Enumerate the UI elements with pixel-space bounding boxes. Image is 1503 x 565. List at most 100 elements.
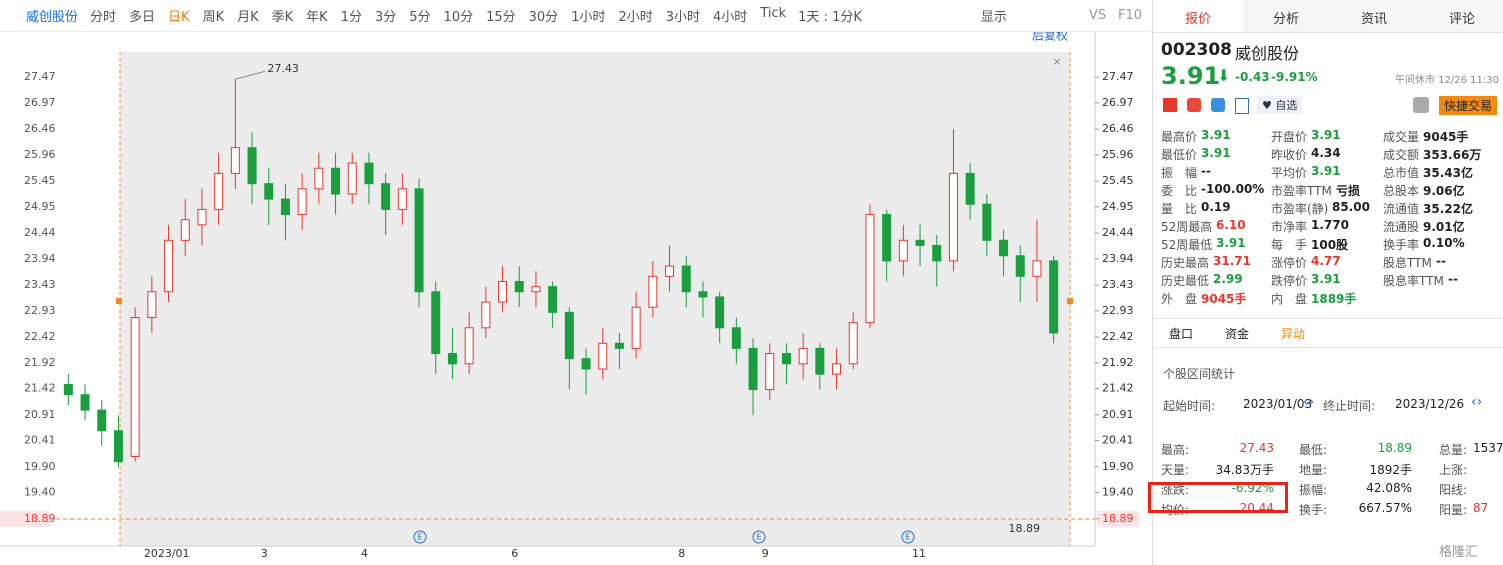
y-tick-label: 24.44 xyxy=(1102,226,1134,239)
quote-label: 总市值 xyxy=(1383,166,1420,180)
x-tick-label: 6 xyxy=(511,547,518,560)
period[interactable]: 5分 xyxy=(409,10,431,25)
candle-body xyxy=(748,347,758,391)
start[interactable]: 2023/01/03 xyxy=(1243,397,1313,411)
quote-panel: 报价 分析 资讯 评论 002308 威创股份 3.91 ⬇ -0.43 -9.… xyxy=(1148,0,1503,565)
tab[interactable]: 评论 xyxy=(1449,12,1476,27)
candle-body xyxy=(631,306,641,349)
period[interactable]: 3分 xyxy=(374,10,397,25)
selection xyxy=(120,52,1070,546)
handle xyxy=(1067,298,1073,304)
icon[interactable] xyxy=(1187,98,1201,112)
candle-body xyxy=(781,353,791,365)
quote-label: 内 盘 xyxy=(1271,292,1308,306)
tab[interactable]: 资讯 xyxy=(1361,12,1388,27)
quote-label: 平均价 xyxy=(1271,166,1308,180)
arrow: ⬇ xyxy=(1217,66,1231,85)
stock-name[interactable]: 威创股份 xyxy=(26,10,79,25)
quote-value: 100股 xyxy=(1311,238,1349,252)
icon[interactable] xyxy=(1235,98,1249,114)
candle-body xyxy=(514,280,524,293)
period[interactable]: Tick xyxy=(760,6,787,21)
period[interactable]: 季K xyxy=(271,10,294,25)
subtab[interactable]: 异动 xyxy=(1281,327,1306,341)
quote-value: -100.00% xyxy=(1201,182,1265,196)
f10[interactable]: F10 xyxy=(1117,8,1142,23)
tab[interactable]: 报价 xyxy=(1185,12,1212,27)
period[interactable]: 日K xyxy=(168,10,190,25)
nav[interactable]: ‹› xyxy=(1303,394,1315,410)
period[interactable]: 周K xyxy=(202,10,225,25)
trade[interactable]: 快捷交易 xyxy=(1439,96,1498,115)
quote-label: 总股本 xyxy=(1383,184,1420,198)
quote-value: 0.10% xyxy=(1423,236,1465,250)
tab[interactable]: 分析 xyxy=(1273,12,1300,27)
candle-body xyxy=(882,214,892,262)
stat-label: 阳线: xyxy=(1439,483,1468,497)
candle-body xyxy=(97,409,107,432)
event[interactable]: E xyxy=(905,533,910,542)
quote-label: 昨收价 xyxy=(1271,148,1308,162)
stat-value: 1537. xyxy=(1473,441,1503,455)
close[interactable]: × xyxy=(1052,55,1061,68)
y-tick-label: 21.92 xyxy=(1102,356,1134,369)
quote-value: 85.00 xyxy=(1332,200,1370,214)
period[interactable]: 10分 xyxy=(443,10,474,25)
quote-label: 量 比 xyxy=(1161,202,1198,216)
y-tick-label-left: 19.40 xyxy=(24,486,56,499)
y-tick-label: 19.40 xyxy=(1102,486,1134,499)
quote-label: 涨停价 xyxy=(1271,256,1308,270)
y-tick-label-left: 21.92 xyxy=(24,356,56,369)
period[interactable]: 1小时 xyxy=(571,10,606,25)
y-tick-label-left: 23.43 xyxy=(24,278,56,291)
icon[interactable] xyxy=(1211,98,1225,112)
y-tick-label-left: 24.44 xyxy=(24,226,56,239)
min-label: 18.89 xyxy=(1009,522,1041,535)
quote-label: 跌停价 xyxy=(1271,274,1308,288)
stat-label: 天量: xyxy=(1161,463,1190,477)
stat-label: 换手: xyxy=(1299,503,1328,517)
event[interactable]: E xyxy=(756,533,761,542)
y-tick-label-left: 20.91 xyxy=(24,408,56,421)
candle-body xyxy=(447,353,457,365)
quote-label: 市净率 xyxy=(1271,220,1308,234)
nav[interactable]: ‹› xyxy=(1471,394,1483,410)
period[interactable]: 30分 xyxy=(528,10,559,25)
end[interactable]: 2023/12/26 xyxy=(1395,397,1465,411)
y-tick-label: 23.43 xyxy=(1102,278,1134,291)
candle-body xyxy=(531,286,541,293)
candle-body xyxy=(331,167,341,195)
event[interactable]: E xyxy=(417,533,422,542)
period[interactable]: 1分 xyxy=(340,10,362,25)
period[interactable]: 分时 xyxy=(90,10,117,25)
period[interactable]: 年K xyxy=(306,10,328,25)
quote-value: -- xyxy=(1201,164,1211,178)
period[interactable]: 15分 xyxy=(486,10,516,25)
watch[interactable]: ♥ 自选 xyxy=(1257,96,1303,114)
candle-body xyxy=(347,162,357,195)
quote-label: 委 比 xyxy=(1161,184,1198,198)
start-label: 起始时间: xyxy=(1163,399,1216,413)
quote-label: 振 幅 xyxy=(1161,166,1198,180)
period[interactable]: 2小时 xyxy=(618,10,653,25)
subtab[interactable]: 资金 xyxy=(1225,327,1250,341)
x-tick-label: 3 xyxy=(261,547,268,560)
period[interactable]: 月K xyxy=(237,10,259,25)
quote-label: 市盈率(静) xyxy=(1271,202,1329,216)
candle-body xyxy=(832,363,842,375)
x-tick-label: 4 xyxy=(361,547,368,560)
icon[interactable] xyxy=(1163,98,1177,112)
bell[interactable] xyxy=(1413,97,1429,113)
quote-value: 3.91 xyxy=(1311,164,1341,178)
stat-label: 涨跌: xyxy=(1161,483,1190,497)
quote-label: 52周最高 xyxy=(1161,220,1213,234)
display[interactable]: 显示 xyxy=(980,10,1007,25)
subtab[interactable]: 盘口 xyxy=(1169,327,1194,341)
mode[interactable]: 1天 : 1分K xyxy=(798,10,862,25)
vs[interactable]: VS xyxy=(1088,8,1106,23)
period[interactable]: 多日 xyxy=(129,10,156,25)
pct: -9.91% xyxy=(1271,70,1318,84)
adjust[interactable]: 后复权 xyxy=(1032,32,1068,43)
period[interactable]: 4小时 xyxy=(713,10,748,25)
period[interactable]: 3小时 xyxy=(665,10,701,25)
